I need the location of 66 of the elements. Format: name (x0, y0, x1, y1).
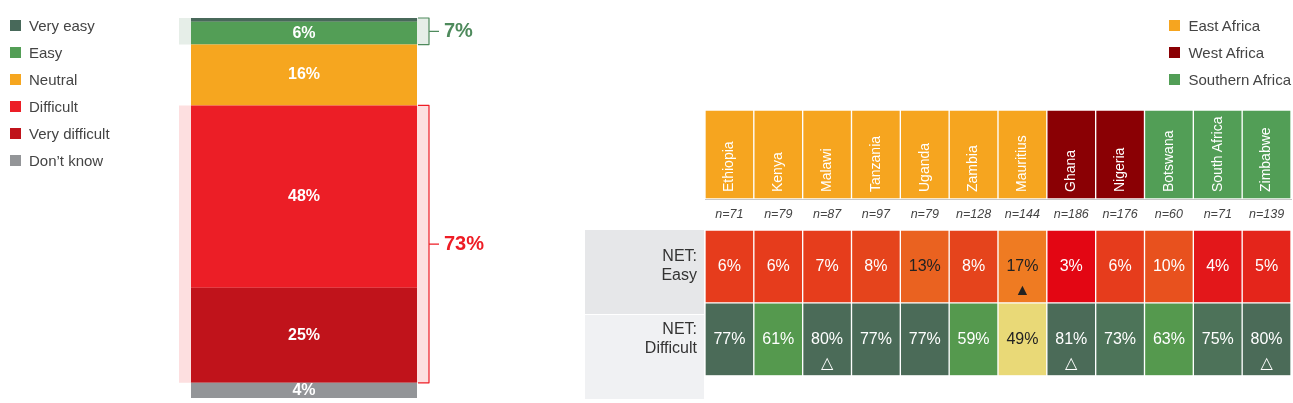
x-tick-label: n=71 (1203, 207, 1232, 222)
x-tick-label: n=60 (1154, 207, 1184, 222)
legend-label: Neutral (29, 71, 78, 88)
data-label: 6% (292, 23, 316, 41)
data-label: 80% △ (1250, 329, 1283, 371)
band-label: 7% (444, 18, 474, 41)
x-tick-label: n=128 (956, 207, 992, 222)
data-label: 81% △ (1055, 329, 1088, 371)
x-tick-label: Malawi (817, 148, 834, 192)
x-tick-label: n=176 (1102, 207, 1138, 222)
legend-label: West Africa (1188, 44, 1265, 61)
y-tick-label: NET: Difficult (644, 320, 698, 357)
legend-label: Easy (29, 44, 63, 61)
legend-label: Very difficult (29, 125, 110, 142)
legend-label: Southern Africa (1188, 71, 1291, 88)
legend-label: East Africa (1188, 17, 1261, 34)
x-tick-label: Tanzania (866, 135, 883, 192)
data-label: 25% (287, 325, 321, 343)
data-label: 7% (815, 256, 839, 274)
data-label: 61% (762, 329, 795, 347)
x-tick-label: n=79 (910, 207, 939, 222)
data-label: 6% (766, 256, 790, 274)
data-label: 10% (1152, 256, 1185, 274)
data-label: 8% (864, 256, 888, 274)
data-label: 4% (1206, 256, 1230, 274)
x-tick-label: Ethiopia (720, 141, 737, 192)
data-label: 4% (292, 380, 316, 398)
x-tick-label: n=97 (861, 207, 892, 222)
data-label: 6% (717, 256, 741, 274)
x-tick-label: n=186 (1053, 207, 1089, 222)
x-tick-label: Zambia (964, 145, 981, 192)
data-label: 8% (962, 256, 986, 274)
data-label: 77% (908, 329, 941, 347)
x-tick-label: Zimbabwe (1257, 127, 1274, 192)
data-label: 6% (1108, 256, 1132, 274)
data-label: 77% (859, 329, 892, 347)
legend-label: Difficult (29, 98, 78, 115)
data-label: 75% (1201, 329, 1234, 347)
data-label: 80% △ (811, 329, 844, 371)
data-label: 63% (1152, 329, 1185, 347)
data-label: 17% ▲ (1006, 256, 1039, 298)
x-tick-label: Nigeria (1110, 147, 1127, 192)
legend-label: Don’t know (29, 152, 104, 169)
data-label: 3% (1059, 256, 1083, 274)
data-label: 13% (908, 256, 941, 274)
data-label: 48% (287, 187, 321, 205)
x-tick-label: n=71 (715, 207, 744, 222)
legend-label: Very easy (29, 17, 95, 34)
data-label: 49% (1006, 329, 1039, 347)
data-label: 16% (287, 65, 321, 83)
x-tick-label: n=79 (764, 207, 793, 222)
x-tick-label: Ghana (1062, 149, 1079, 192)
data-label: 73% (1104, 329, 1137, 347)
data-label: 59% (957, 329, 990, 347)
y-tick-label: NET: Easy (661, 247, 697, 284)
band-label: 73% (444, 231, 485, 254)
x-tick-label: Botswana (1159, 130, 1176, 192)
x-tick-label: n=144 (1004, 207, 1041, 222)
x-tick-label: Uganda (915, 142, 932, 192)
x-tick-label: n=139 (1249, 207, 1285, 222)
x-tick-label: South Africa (1208, 116, 1225, 192)
x-tick-label: Kenya (769, 152, 786, 192)
x-tick-label: Mauritius (1013, 135, 1030, 192)
x-tick-label: n=87 (813, 207, 843, 222)
data-label: 77% (713, 329, 746, 347)
data-label: 5% (1255, 256, 1279, 274)
